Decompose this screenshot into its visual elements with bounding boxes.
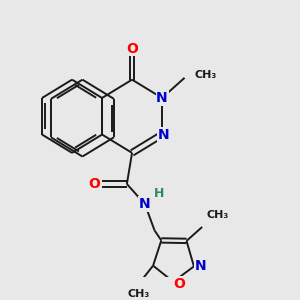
Text: N: N <box>194 260 206 273</box>
Text: O: O <box>88 177 100 191</box>
Text: CH₃: CH₃ <box>206 210 229 220</box>
Text: CH₃: CH₃ <box>194 70 217 80</box>
Text: O: O <box>173 277 185 290</box>
Text: N: N <box>139 197 151 211</box>
Text: O: O <box>126 41 138 56</box>
Text: CH₃: CH₃ <box>127 289 149 299</box>
Text: N: N <box>158 128 169 142</box>
Text: N: N <box>156 91 168 105</box>
Text: H: H <box>154 188 165 200</box>
